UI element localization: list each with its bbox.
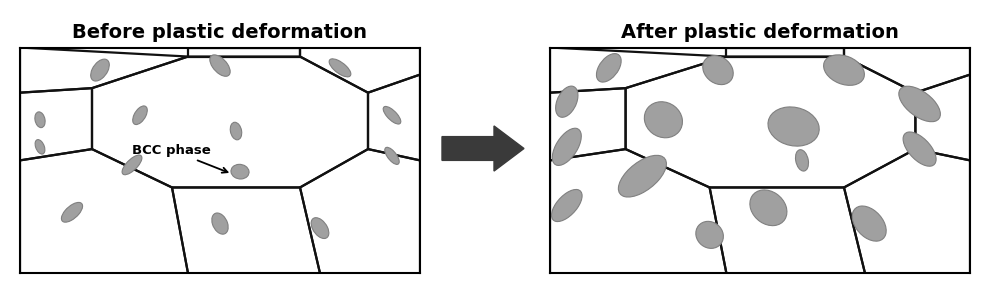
Ellipse shape	[61, 203, 83, 222]
Ellipse shape	[383, 106, 401, 124]
Ellipse shape	[385, 147, 399, 165]
Ellipse shape	[556, 86, 578, 117]
FancyArrow shape	[442, 126, 524, 171]
Ellipse shape	[230, 122, 242, 140]
Ellipse shape	[35, 140, 45, 154]
Ellipse shape	[311, 218, 329, 238]
Ellipse shape	[618, 155, 666, 197]
Ellipse shape	[750, 190, 787, 226]
Ellipse shape	[329, 59, 351, 77]
Ellipse shape	[552, 128, 581, 165]
Ellipse shape	[644, 102, 682, 138]
Ellipse shape	[210, 55, 230, 76]
Ellipse shape	[212, 213, 228, 234]
Ellipse shape	[552, 189, 582, 222]
Ellipse shape	[596, 53, 621, 82]
Text: BCC phase: BCC phase	[132, 144, 228, 173]
Ellipse shape	[795, 150, 809, 171]
Ellipse shape	[903, 132, 936, 166]
Ellipse shape	[703, 56, 733, 85]
Ellipse shape	[824, 55, 864, 85]
Ellipse shape	[35, 112, 45, 128]
Ellipse shape	[768, 107, 819, 146]
Ellipse shape	[133, 106, 147, 124]
Ellipse shape	[91, 59, 109, 81]
Text: After plastic deformation: After plastic deformation	[621, 23, 899, 42]
Ellipse shape	[899, 86, 940, 122]
Ellipse shape	[122, 155, 142, 175]
Text: Before plastic deformation: Before plastic deformation	[72, 23, 368, 42]
Ellipse shape	[231, 164, 249, 179]
Ellipse shape	[696, 221, 723, 248]
Ellipse shape	[852, 206, 886, 241]
